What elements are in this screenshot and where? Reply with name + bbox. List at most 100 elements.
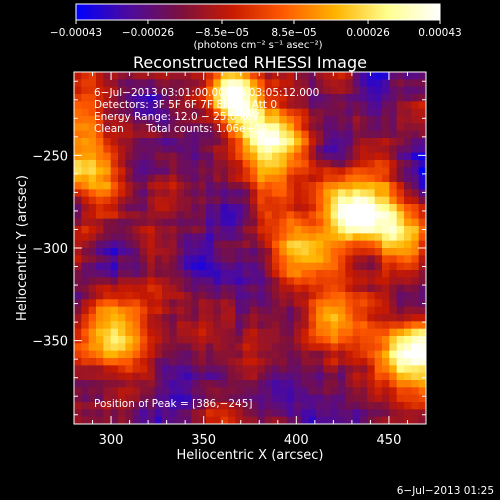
heatmap-cell [132,196,141,205]
heatmap-cell [198,211,207,220]
heatmap-cell [184,416,192,424]
heatmap-cell [81,314,90,322]
heatmap-cell [301,284,310,293]
heatmap-cell [74,328,82,337]
heatmap-cell [404,299,412,308]
heatmap-cell [88,394,97,403]
heatmap-cell [338,79,346,88]
heatmap-cell [169,365,178,374]
heatmap-cell [96,108,104,117]
heatmap-cell [396,167,405,176]
heatmap-cell [279,167,288,176]
heatmap-cell [411,343,420,352]
heatmap-cell [162,204,170,212]
heatmap-cell [257,306,266,315]
heatmap-cell [88,211,97,220]
heatmap-cell [118,240,126,249]
heatmap-cell [374,343,383,352]
heatmap-cell [294,196,302,205]
heatmap-cell [88,152,97,161]
heatmap-cell [198,182,207,190]
heatmap-cell [176,94,185,102]
heatmap-cell [242,145,251,154]
heatmap-cell [257,409,266,418]
heatmap-cell [206,108,214,117]
heatmap-cell [360,174,368,183]
heatmap-cell [110,394,119,403]
heatmap-cell [404,123,412,132]
heatmap-cell [316,277,324,286]
heatmap-cell [140,350,148,359]
heatmap-cell [352,138,361,146]
heatmap-cell [191,226,200,234]
heatmap-cell [74,240,82,249]
heatmap-cell [367,204,376,212]
heatmap-cell [132,211,141,220]
heatmap-cell [418,116,426,124]
heatmap-cell [176,123,185,132]
heatmap-cell [213,380,222,388]
heatmap-cell [411,86,420,95]
heatmap-cell [382,226,390,234]
heatmap-cell [74,372,82,381]
heatmap-cell [418,86,426,95]
heatmap-cell [103,350,112,359]
heatmap-cell [396,211,405,220]
heatmap-cell [250,350,258,359]
heatmap-cell [81,116,90,124]
heatmap-cell [74,211,82,220]
heatmap-cell [294,86,302,95]
heatmap-cell [198,79,207,88]
heatmap-cell [169,218,178,227]
heatmap-cell [360,189,368,198]
heatmap-cell [418,402,426,410]
heatmap-cell [272,299,280,308]
heatmap-cell [345,387,354,396]
heatmap-cell [360,365,368,374]
heatmap-cell [382,152,390,161]
heatmap-cell [367,409,376,418]
heatmap-cell [250,94,258,102]
heatmap-cell [279,182,288,190]
heatmap-cell [352,101,361,110]
heatmap-cell [118,160,126,168]
heatmap-cell [220,94,229,102]
heatmap-cell [228,292,236,300]
heatmap-cell [191,182,200,190]
heatmap-cell [162,152,170,161]
heatmap-cell [374,402,383,410]
heatmap-cell [360,160,368,168]
heatmap-cell [352,394,361,403]
heatmap-cell [213,387,222,396]
heatmap-cell [125,248,134,256]
heatmap-cell [228,211,236,220]
heatmap-cell [316,336,324,344]
heatmap-cell [88,402,97,410]
heatmap-cell [110,101,119,110]
heatmap-cell [198,358,207,366]
heatmap-cell [162,218,170,227]
heatmap-cell [272,336,280,344]
heatmap-cell [74,255,82,264]
heatmap-cell [154,226,163,234]
heatmap-cell [162,79,170,88]
heatmap-cell [389,277,398,286]
heatmap-cell [338,394,346,403]
heatmap-cell [176,328,185,337]
heatmap-cell [220,189,229,198]
heatmap-cell [184,101,192,110]
heatmap-cell [147,314,156,322]
heatmap-cell [264,394,273,403]
heatmap-cell [308,409,317,418]
heatmap-cell [110,409,119,418]
heatmap-cell [374,108,383,117]
heatmap-cell [330,416,339,424]
heatmap-cell [206,277,214,286]
heatmap-cell [176,292,185,300]
heatmap-cell [213,372,222,381]
heatmap-cell [396,409,405,418]
heatmap-cell [411,402,420,410]
heatmap-cell [191,72,200,80]
heatmap-cell [389,321,398,330]
heatmap-cell [154,211,163,220]
